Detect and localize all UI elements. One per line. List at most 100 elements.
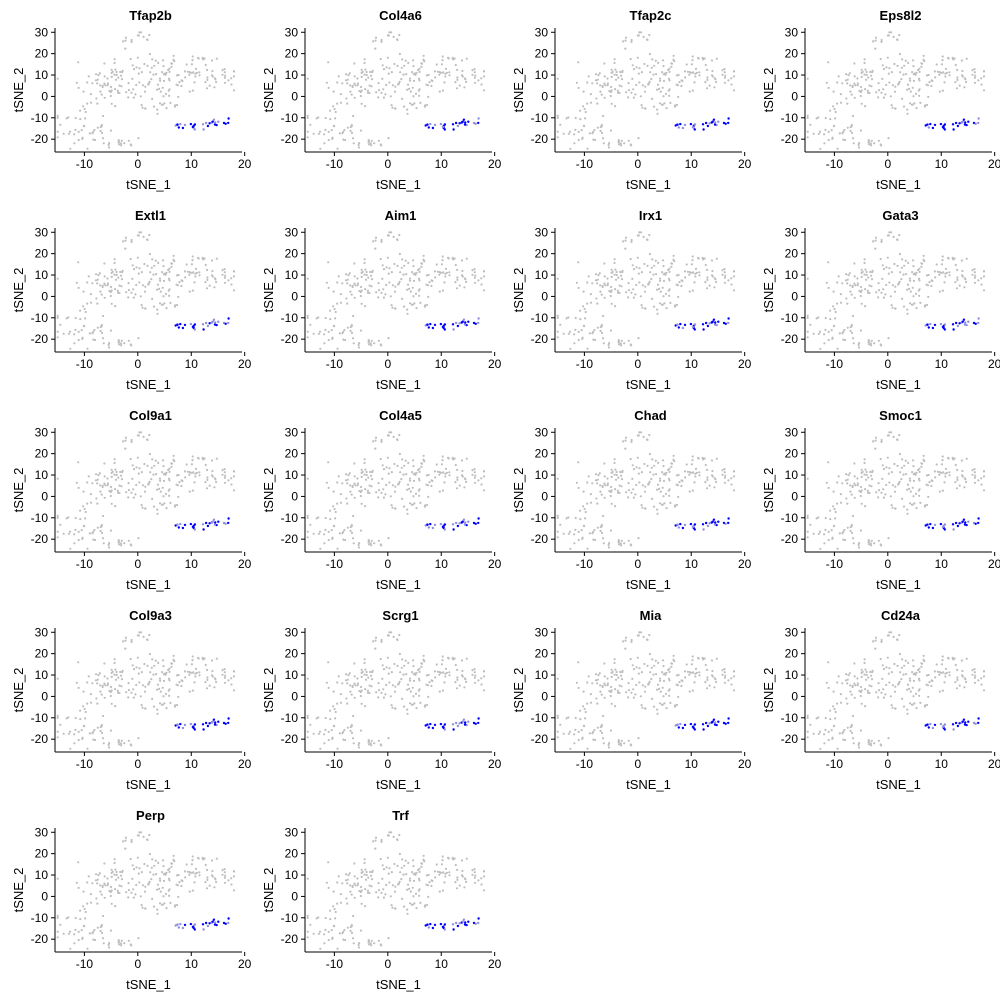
cell-point — [306, 714, 309, 717]
cell-point — [920, 62, 923, 65]
cell-point — [114, 288, 117, 291]
cell-point — [306, 530, 309, 533]
cell-point — [65, 517, 68, 520]
cell-point — [223, 676, 226, 679]
cell-point — [583, 507, 586, 511]
cell-point — [334, 110, 337, 114]
cell-point — [939, 271, 942, 274]
cell-point — [422, 654, 425, 657]
cell-point — [418, 679, 421, 682]
cell-point — [360, 102, 363, 105]
cell-point — [463, 686, 466, 689]
cell-point — [869, 270, 872, 274]
cell-point — [982, 489, 986, 492]
x-tick-label: 0 — [634, 557, 641, 571]
cell-point — [412, 465, 415, 468]
cell-point — [458, 684, 461, 687]
cell-point — [646, 64, 649, 67]
cell-point — [180, 84, 183, 88]
cell-point — [122, 240, 125, 243]
cell-point — [651, 658, 654, 661]
cell-point — [713, 86, 716, 89]
expressing-cell-point — [958, 322, 961, 325]
cell-point — [907, 461, 910, 464]
cell-point — [422, 658, 425, 661]
cell-point — [79, 718, 82, 721]
cell-point — [724, 474, 727, 477]
cell-point — [172, 58, 175, 61]
cell-point — [613, 661, 616, 665]
cell-point — [139, 695, 142, 698]
cell-point — [477, 479, 480, 482]
cell-point — [132, 496, 135, 499]
cell-point — [191, 659, 194, 662]
cell-point — [99, 329, 102, 332]
cell-point — [352, 114, 355, 118]
cell-point — [333, 525, 336, 528]
cell-point — [854, 284, 857, 287]
expressing-cell-point — [952, 128, 955, 131]
cell-point — [673, 105, 676, 108]
cell-point — [438, 490, 441, 493]
x-tick-label: 0 — [384, 157, 391, 171]
cell-point — [890, 504, 893, 507]
x-tick-label: 10 — [185, 757, 199, 771]
cell-point — [346, 526, 349, 529]
cell-point — [918, 294, 921, 297]
cell-point — [834, 310, 837, 314]
cell-point — [418, 94, 421, 97]
cell-point — [407, 261, 410, 264]
cell-point — [890, 231, 893, 234]
cell-point — [920, 65, 923, 68]
cell-point — [706, 68, 709, 71]
cell-point — [675, 474, 679, 477]
cell-point — [954, 263, 957, 267]
cell-point — [704, 463, 707, 467]
cell-point — [425, 683, 428, 686]
cell-point — [948, 74, 951, 77]
cell-point — [463, 277, 466, 280]
cell-point — [589, 93, 592, 96]
cell-point — [701, 656, 704, 659]
cell-point — [609, 694, 612, 698]
cell-point — [721, 269, 724, 272]
cell-point — [406, 683, 410, 686]
cell-point — [121, 271, 124, 274]
cell-point — [577, 86, 580, 89]
cell-point — [113, 661, 116, 665]
cell-point — [603, 662, 606, 665]
cell-point — [158, 302, 162, 305]
cell-point — [346, 302, 349, 305]
cell-point — [944, 75, 947, 78]
cell-point — [73, 333, 76, 336]
cell-point — [567, 116, 570, 119]
cell-point — [333, 107, 336, 111]
cell-point — [365, 70, 368, 74]
cell-point — [893, 90, 897, 93]
cell-point — [573, 542, 576, 545]
cell-point — [658, 487, 661, 490]
cell-point — [669, 301, 672, 304]
cell-point — [400, 666, 403, 669]
cell-point — [382, 696, 385, 699]
cell-point — [598, 272, 601, 275]
cell-point — [385, 283, 388, 287]
cell-point — [661, 86, 664, 89]
cell-point — [667, 689, 670, 692]
cell-point — [114, 688, 117, 691]
cell-point — [919, 501, 922, 504]
cell-point — [349, 484, 352, 487]
cell-point — [178, 481, 181, 484]
cell-point — [634, 293, 637, 296]
cell-point — [113, 658, 116, 661]
y-axis-label: tSNE_2 — [11, 668, 26, 713]
expressing-cell-point — [206, 124, 210, 128]
cell-point — [152, 673, 155, 676]
cell-point — [365, 470, 368, 474]
cell-point — [86, 81, 89, 84]
cell-point — [176, 103, 179, 107]
cell-point — [116, 89, 119, 92]
cell-point — [56, 536, 59, 539]
cell-point — [599, 329, 602, 332]
cell-point — [349, 690, 352, 693]
